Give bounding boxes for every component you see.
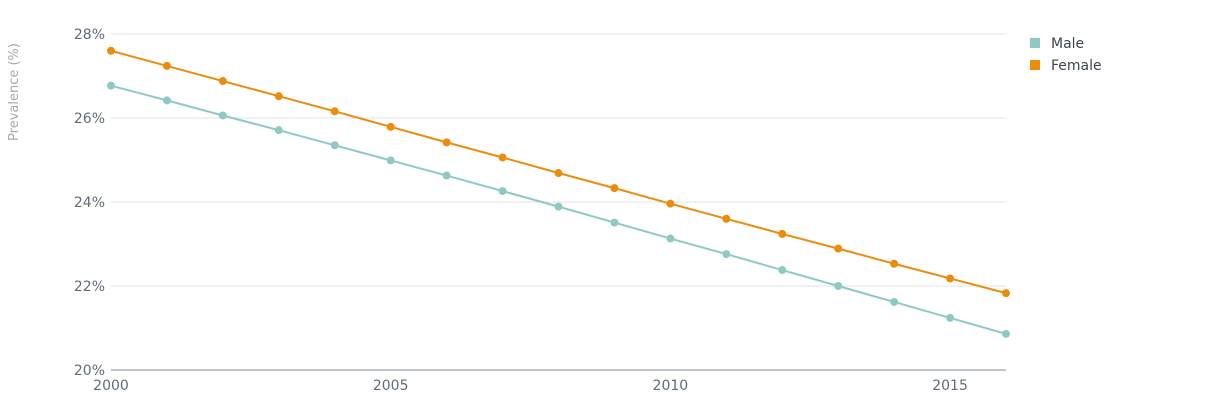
- data-point-male: [218, 111, 227, 120]
- y-axis-title: Prevalence (%): [7, 43, 22, 141]
- data-point-male: [778, 266, 787, 275]
- data-point-male: [666, 234, 675, 243]
- data-point-female: [107, 46, 115, 55]
- data-point-female: [162, 61, 171, 70]
- data-point-female: [386, 122, 395, 131]
- x-tick-label: 2000: [93, 378, 129, 394]
- data-point-male: [442, 171, 451, 180]
- data-point-female: [778, 229, 787, 238]
- data-point-female: [1002, 289, 1010, 298]
- data-point-female: [274, 92, 283, 101]
- data-point-male: [274, 126, 283, 135]
- series-male: [107, 81, 1010, 338]
- data-point-male: [386, 156, 395, 165]
- legend-label-female: Female: [1051, 58, 1102, 74]
- data-point-female: [218, 77, 227, 86]
- legend: Male Female: [1030, 36, 1102, 74]
- data-point-female: [666, 199, 675, 208]
- axes: 20% 22% 24% 26% 28% 2000 2005 2010 2015: [74, 27, 1006, 394]
- data-point-male: [946, 313, 955, 322]
- gridlines: [111, 33, 1006, 287]
- data-point-male: [107, 81, 115, 90]
- data-point-male: [610, 218, 619, 227]
- legend-label-male: Male: [1051, 36, 1084, 52]
- data-point-male: [722, 250, 731, 259]
- series-female: [107, 46, 1010, 298]
- data-point-male: [890, 297, 899, 306]
- data-point-male: [330, 141, 339, 150]
- data-point-female: [722, 214, 731, 223]
- data-point-male: [1002, 329, 1010, 338]
- y-tick-label: 28%: [74, 27, 105, 43]
- x-tick-label: 2010: [653, 378, 689, 394]
- data-point-female: [946, 274, 955, 283]
- series-layer: [107, 46, 1010, 338]
- data-point-female: [610, 184, 619, 193]
- data-point-female: [554, 169, 563, 178]
- y-tick-label: 22%: [74, 279, 105, 295]
- y-tick-label: 20%: [74, 363, 105, 379]
- x-tick-label: 2015: [932, 378, 968, 394]
- x-tick-label: 2005: [373, 378, 409, 394]
- y-tick-label: 26%: [74, 111, 105, 127]
- data-point-male: [834, 282, 843, 290]
- data-point-male: [554, 202, 563, 211]
- data-point-male: [498, 187, 507, 196]
- legend-swatch-female: [1030, 60, 1040, 70]
- data-point-female: [330, 107, 339, 116]
- data-point-female: [890, 259, 899, 268]
- y-tick-label: 24%: [74, 195, 105, 211]
- data-point-male: [162, 96, 171, 105]
- data-point-female: [834, 244, 843, 253]
- legend-swatch-male: [1030, 38, 1040, 48]
- data-point-female: [442, 138, 451, 147]
- data-point-female: [498, 153, 507, 162]
